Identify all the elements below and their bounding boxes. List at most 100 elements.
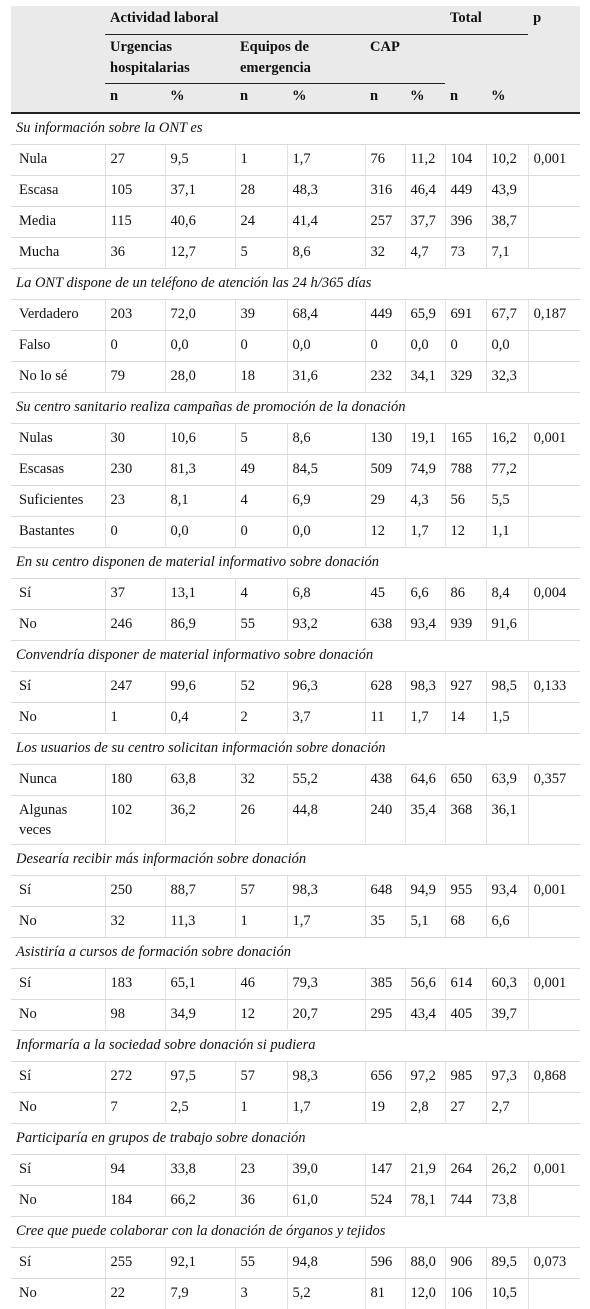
pct-cell: 0,0 — [286, 330, 365, 362]
p-value-cell — [527, 454, 581, 486]
n-cell: 329 — [444, 361, 487, 393]
pct-cell: 12,0 — [404, 1278, 446, 1309]
table-row: No 246 86,9 55 93,2 638 93,4 939 91,6 — [11, 609, 581, 641]
pct-cell: 60,3 — [485, 968, 529, 1000]
n-cell: 130 — [364, 423, 405, 455]
pct-cell: 37,7 — [404, 206, 446, 238]
table-row: No lo sé 79 28,0 18 31,6 232 34,1 329 32,3 — [11, 361, 581, 393]
n-cell: 250 — [104, 875, 165, 907]
n-cell: 14 — [444, 702, 487, 734]
pct-cell: 84,5 — [286, 454, 365, 486]
pct-cell: 35,4 — [404, 795, 446, 845]
n-cell: 26 — [234, 795, 287, 845]
n-cell: 1 — [234, 1092, 287, 1124]
table-row: Sí 183 65,1 46 79,3 385 56,6 614 60,3 0,001 — [11, 968, 581, 1000]
n-cell: 57 — [234, 1061, 287, 1093]
n-cell: 23 — [104, 485, 165, 517]
table-row: Bastantes 0 0,0 0 0,0 12 1,7 12 1,1 — [11, 516, 581, 548]
pct-cell: 6,8 — [286, 578, 365, 610]
n-cell: 56 — [444, 485, 487, 517]
pct-cell: 77,2 — [485, 454, 529, 486]
n-cell: 12 — [444, 516, 487, 548]
n-cell: 36 — [234, 1185, 287, 1217]
table-row: No 22 7,9 3 5,2 81 12,0 106 10,5 — [11, 1278, 581, 1309]
total-header: Total — [445, 6, 529, 35]
pct-cell: 2,7 — [485, 1092, 529, 1124]
pct-cell: 5,1 — [404, 906, 446, 938]
n-cell: 509 — [364, 454, 405, 486]
table-row: No 184 66,2 36 61,0 524 78,1 744 73,8 — [11, 1185, 581, 1217]
pct-cell: 8,6 — [286, 237, 365, 269]
pct-cell: 0,0 — [164, 516, 235, 548]
header-empty-cell — [528, 83, 581, 114]
n-cell: 39 — [234, 299, 287, 331]
table-row: No 98 34,9 12 20,7 295 43,4 405 39,7 — [11, 999, 581, 1031]
n-cell: 596 — [364, 1247, 405, 1279]
table-row: Nula 27 9,5 1 1,7 76 11,2 104 10,2 0,001 — [11, 144, 581, 176]
n-cell: 638 — [364, 609, 405, 641]
n-header: n — [445, 83, 487, 114]
n-cell: 29 — [364, 485, 405, 517]
n-cell: 27 — [444, 1092, 487, 1124]
pct-cell: 10,5 — [485, 1278, 529, 1309]
row-label: No — [11, 609, 105, 641]
section-row: Su centro sanitario realiza campañas de … — [11, 392, 581, 424]
table-row: Sí 247 99,6 52 96,3 628 98,3 927 98,5 0,133 — [11, 671, 581, 703]
n-cell: 691 — [444, 299, 487, 331]
section-title: Los usuarios de su centro solicitan info… — [11, 733, 581, 765]
row-label: No — [11, 1185, 105, 1217]
n-cell: 12 — [234, 999, 287, 1031]
p-value-cell — [527, 485, 581, 517]
n-cell: 37 — [104, 578, 165, 610]
n-cell: 2 — [234, 702, 287, 734]
pct-cell: 0,0 — [404, 330, 446, 362]
section-title: Su información sobre la ONT es — [11, 113, 581, 145]
n-cell: 985 — [444, 1061, 487, 1093]
pct-cell: 46,4 — [404, 175, 446, 207]
n-cell: 32 — [104, 906, 165, 938]
n-cell: 76 — [364, 144, 405, 176]
n-cell: 147 — [364, 1154, 405, 1186]
n-cell: 1 — [104, 702, 165, 734]
row-label: Nula — [11, 144, 105, 176]
n-cell: 46 — [234, 968, 287, 1000]
row-label: Sí — [11, 671, 105, 703]
pct-cell: 13,1 — [164, 578, 235, 610]
pct-cell: 11,3 — [164, 906, 235, 938]
pct-cell: 65,9 — [404, 299, 446, 331]
section-row: Los usuarios de su centro solicitan info… — [11, 733, 581, 765]
n-cell: 396 — [444, 206, 487, 238]
pct-cell: 5,5 — [485, 485, 529, 517]
header-empty-cell — [11, 34, 105, 84]
pct-cell: 44,8 — [286, 795, 365, 845]
p-value-cell: 0,868 — [527, 1061, 581, 1093]
table-row: Media 115 40,6 24 41,4 257 37,7 396 38,7 — [11, 206, 581, 238]
p-value-cell — [527, 237, 581, 269]
n-cell: 106 — [444, 1278, 487, 1309]
pct-cell: 96,3 — [286, 671, 365, 703]
n-cell: 927 — [444, 671, 487, 703]
data-table-container: Actividad laboral Total p Urgencias hosp… — [11, 6, 581, 1309]
row-label: Falso — [11, 330, 105, 362]
n-cell: 49 — [234, 454, 287, 486]
p-value-cell — [527, 361, 581, 393]
pct-cell: 98,3 — [286, 1061, 365, 1093]
n-cell: 0 — [104, 516, 165, 548]
n-cell: 81 — [364, 1278, 405, 1309]
n-cell: 955 — [444, 875, 487, 907]
pct-cell: 34,1 — [404, 361, 446, 393]
pct-cell: 0,0 — [485, 330, 529, 362]
n-cell: 32 — [234, 764, 287, 796]
pct-cell: 0,4 — [164, 702, 235, 734]
n-cell: 45 — [364, 578, 405, 610]
pct-cell: 93,4 — [404, 609, 446, 641]
pct-cell: 65,1 — [164, 968, 235, 1000]
n-cell: 165 — [444, 423, 487, 455]
n-cell: 23 — [234, 1154, 287, 1186]
pct-cell: 10,6 — [164, 423, 235, 455]
row-label: Bastantes — [11, 516, 105, 548]
n-cell: 449 — [444, 175, 487, 207]
pct-cell: 11,2 — [404, 144, 446, 176]
row-label: No — [19, 1285, 37, 1301]
n-cell: 86 — [444, 578, 487, 610]
